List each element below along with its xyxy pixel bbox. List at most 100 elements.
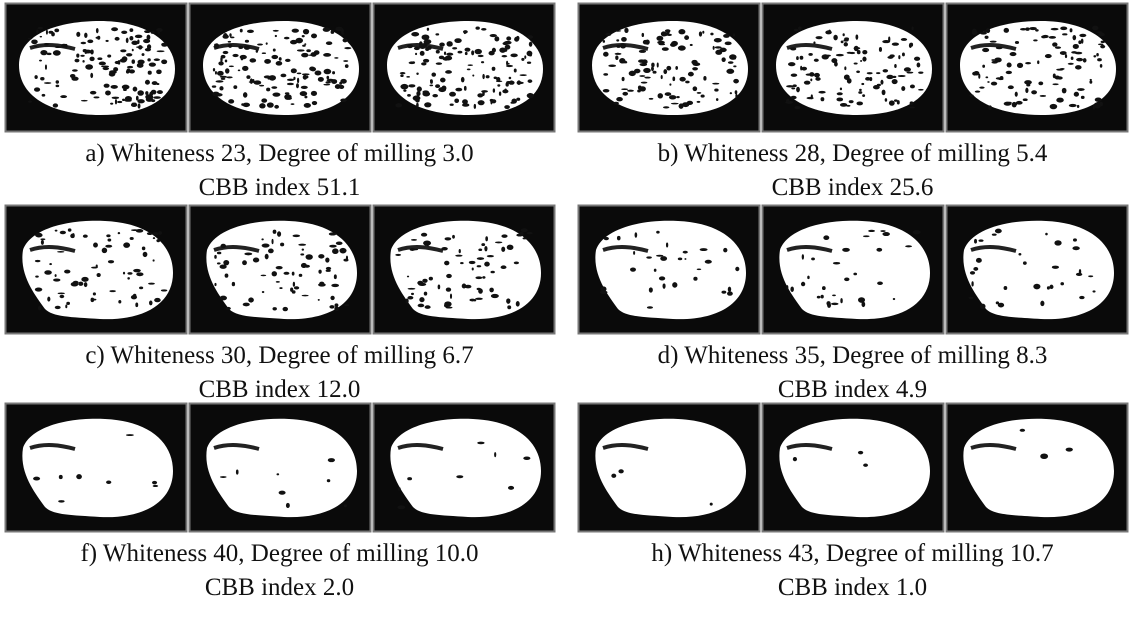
- speckle: [446, 274, 452, 278]
- speckle: [96, 28, 99, 33]
- speckle: [55, 274, 57, 277]
- caption: d) Whiteness 35, Degree of milling 8.3: [658, 342, 1048, 369]
- speckle: [833, 262, 840, 265]
- speckle: [699, 31, 702, 36]
- speckle: [684, 35, 689, 40]
- speckle: [97, 273, 101, 277]
- speckle: [279, 57, 282, 61]
- speckle: [302, 248, 304, 250]
- speckle: [118, 232, 120, 234]
- speckle: [1070, 28, 1073, 32]
- speckle: [145, 48, 151, 51]
- speckle: [527, 35, 533, 39]
- speckle: [422, 90, 429, 93]
- rice-grain: [779, 221, 930, 319]
- speckle: [136, 272, 143, 276]
- speckle: [506, 36, 511, 40]
- speckle: [808, 53, 812, 56]
- speckle: [411, 293, 414, 295]
- speckle: [293, 77, 295, 80]
- speckle: [697, 101, 701, 103]
- speckle: [431, 72, 436, 76]
- speckle: [693, 277, 697, 281]
- speckle: [331, 30, 335, 34]
- speckle: [74, 59, 79, 63]
- speckle: [1040, 95, 1046, 97]
- speckle: [76, 32, 80, 37]
- speckle: [494, 36, 499, 41]
- speckle: [220, 76, 227, 78]
- speckle: [861, 302, 865, 307]
- speckle: [232, 282, 235, 286]
- speckle: [995, 229, 1002, 234]
- speckle: [520, 232, 524, 236]
- speckle: [471, 50, 474, 55]
- speckle: [825, 30, 832, 34]
- speckle: [667, 34, 672, 36]
- speckle: [1050, 104, 1058, 109]
- speckle: [863, 463, 868, 466]
- speckle: [469, 299, 475, 302]
- speckle: [516, 301, 520, 307]
- speckle: [887, 56, 893, 59]
- speckle: [400, 74, 403, 77]
- speckle: [429, 84, 433, 86]
- speckle: [474, 104, 476, 109]
- speckle: [893, 298, 896, 300]
- speckle: [1081, 39, 1084, 44]
- speckle: [127, 277, 130, 279]
- speckle: [129, 69, 135, 73]
- speckle: [265, 254, 269, 260]
- speckle: [735, 90, 738, 94]
- speckle: [678, 258, 682, 261]
- speckle: [115, 61, 120, 64]
- speckle: [154, 298, 161, 302]
- speckle: [801, 67, 807, 71]
- speckle: [304, 43, 306, 45]
- speckle: [523, 456, 530, 460]
- rice-image: [374, 206, 555, 334]
- speckle: [55, 230, 58, 232]
- caption-index: CBB index 51.1: [199, 174, 361, 201]
- speckle: [489, 51, 495, 55]
- speckle: [262, 243, 270, 247]
- speckle: [1073, 44, 1079, 49]
- speckle: [1083, 58, 1087, 63]
- speckle: [863, 235, 870, 237]
- speckle: [76, 53, 79, 57]
- speckle: [910, 101, 914, 105]
- speckle: [223, 33, 228, 38]
- speckle: [419, 297, 424, 302]
- speckle: [639, 75, 645, 77]
- speckle: [225, 273, 229, 277]
- speckle: [68, 228, 72, 231]
- speckle: [259, 85, 264, 87]
- speckle: [133, 269, 141, 272]
- speckle: [844, 75, 850, 80]
- speckle: [1095, 98, 1102, 102]
- speckle: [844, 37, 849, 40]
- speckle: [810, 79, 812, 82]
- speckle: [847, 52, 853, 54]
- speckle: [123, 242, 130, 248]
- speckle: [1004, 286, 1008, 290]
- speckle: [517, 80, 521, 85]
- speckle: [292, 272, 295, 276]
- speckle: [873, 85, 880, 89]
- speckle: [228, 41, 231, 43]
- speckle: [1074, 92, 1079, 97]
- speckle: [81, 42, 87, 45]
- speckle: [793, 457, 797, 461]
- speckle: [712, 83, 719, 85]
- speckle: [1017, 63, 1023, 68]
- speckle: [501, 247, 505, 252]
- speckle: [603, 73, 608, 76]
- speckle: [153, 485, 159, 487]
- speckle: [156, 69, 162, 74]
- speckle: [233, 85, 237, 89]
- speckle: [435, 33, 439, 35]
- speckle: [279, 491, 286, 495]
- speckle: [332, 71, 335, 74]
- panel: h) Whiteness 43, Degree of milling 10.7C…: [579, 404, 1128, 602]
- speckle: [646, 256, 652, 258]
